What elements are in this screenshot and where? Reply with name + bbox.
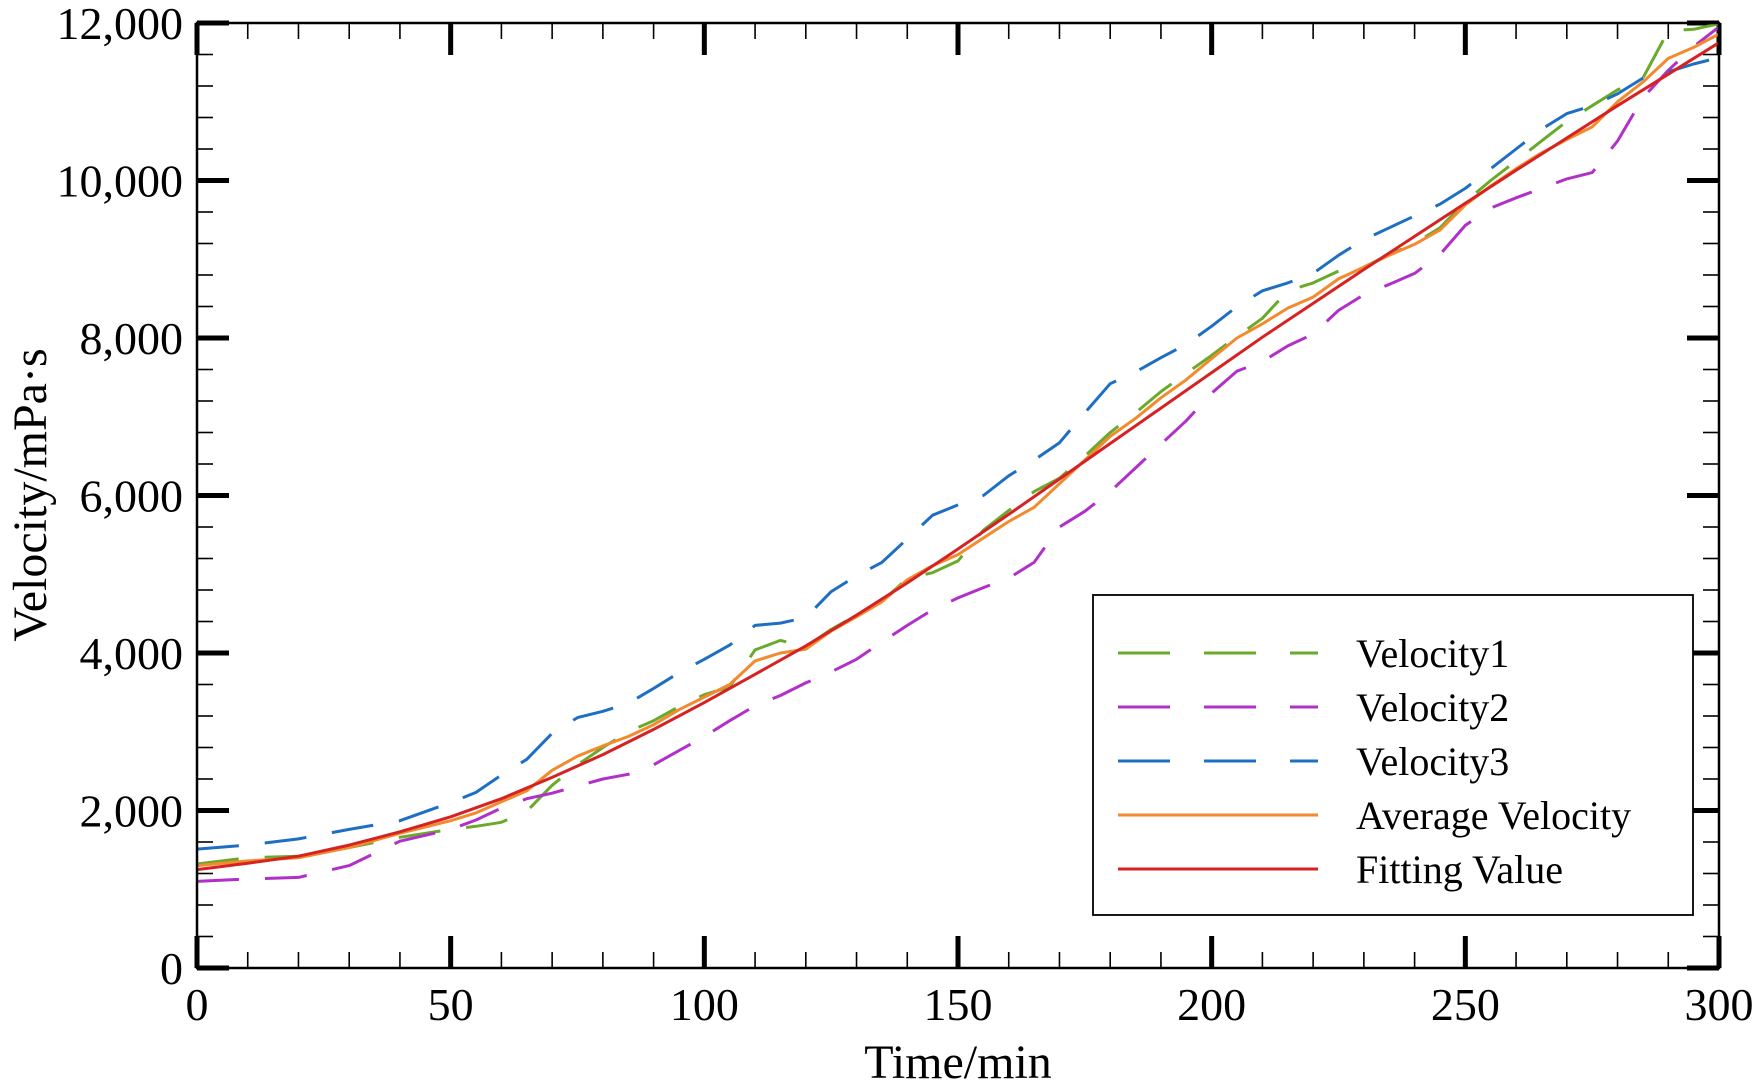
legend-label-average-velocity: Average Velocity — [1356, 793, 1631, 838]
y-tick-label: 12,000 — [57, 0, 184, 49]
x-axis-title: Time/min — [864, 1036, 1052, 1089]
legend-label-fitting-value: Fitting Value — [1356, 847, 1563, 892]
x-tick-label: 0 — [186, 979, 209, 1030]
legend-label-velocity3: Velocity3 — [1356, 739, 1509, 784]
x-tick-label: 300 — [1685, 979, 1754, 1030]
x-tick-label: 150 — [924, 979, 993, 1030]
x-tick-label: 200 — [1177, 979, 1246, 1030]
plot-frame — [195, 21, 1721, 970]
y-tick-label: 6,000 — [80, 471, 184, 522]
legend: Velocity1 Velocity2 Velocity3 Average Veloc… — [1092, 594, 1694, 916]
series-line-velocity1 — [196, 22, 1720, 866]
legend-label-velocity2: Velocity2 — [1356, 685, 1509, 730]
x-tick-label: 50 — [428, 979, 474, 1030]
tick-labels: 0 50 100 150 200 250 300 0 2,000 4,000 6,000 8,000 1… — [57, 0, 1754, 1030]
y-tick-label: 8,000 — [80, 313, 184, 364]
legend-box — [1092, 594, 1694, 916]
plot-series — [196, 22, 1720, 883]
y-tick-label: 2,000 — [80, 786, 184, 837]
series-line-velocity2 — [196, 25, 1720, 883]
legend-label-velocity1: Velocity1 — [1356, 631, 1509, 676]
y-tick-label: 0 — [160, 943, 183, 994]
x-tick-label: 250 — [1431, 979, 1500, 1030]
y-tick-label: 10,000 — [57, 156, 184, 207]
y-tick-label: 4,000 — [80, 628, 184, 679]
x-tick-label: 100 — [670, 979, 739, 1030]
y-axis-title: Velocity/mPa·s — [4, 348, 57, 641]
series-line-fitting-value — [196, 41, 1720, 872]
